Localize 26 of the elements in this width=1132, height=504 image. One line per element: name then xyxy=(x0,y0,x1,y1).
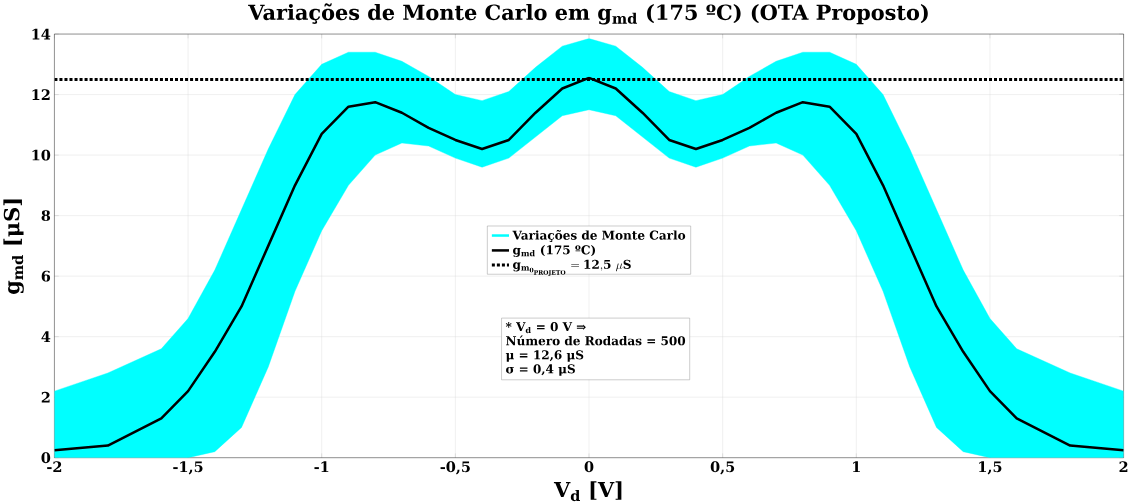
annotation: Número de Rodadas = 500 xyxy=(506,335,686,346)
y-tick-label: 2 xyxy=(41,391,50,403)
y-tick-label: 4 xyxy=(41,331,51,342)
annotation: μ = 12,6 μS xyxy=(505,350,584,362)
y-tick-label: 8 xyxy=(41,209,51,221)
legend-label: $\mathbf{g_{m_{0_{PROJETO}}} = 12{,}5}\ \mu\mathbf{S}$ xyxy=(513,259,631,276)
legend-label: Variações de Monte Carlo xyxy=(512,229,686,242)
y-axis-title: g$_{md}$ [μS] xyxy=(3,199,24,294)
annotation: σ = 0,4 μS xyxy=(506,364,575,376)
x-tick-label: 0 xyxy=(584,461,594,472)
x-tick-label: 1,5 xyxy=(979,461,1002,475)
x-tick-label: 0,5 xyxy=(710,461,735,475)
x-tick-label: -0,5 xyxy=(440,461,470,475)
chart-title: Variações de Monte Carlo em g$_{md}$ (175 ºC) (OTA Proposto) xyxy=(248,3,928,25)
y-tick-label: 12 xyxy=(32,88,50,100)
x-axis-title: V$_{d}$ [V] xyxy=(553,481,622,501)
x-tick-label: 1 xyxy=(853,461,860,472)
legend-label: g$_{md}$ (175 ºC) xyxy=(513,244,596,257)
annotation: * V$_{d}$ = 0 V ⇒ xyxy=(505,321,586,333)
y-tick-label: 6 xyxy=(41,270,51,282)
x-tick-label: -1,5 xyxy=(173,461,203,475)
y-tick-label: 10 xyxy=(32,149,51,161)
y-tick-label: 14 xyxy=(32,28,51,40)
y-tick-label: 0 xyxy=(41,452,51,463)
x-tick-label: -1 xyxy=(314,461,329,472)
x-tick-label: 2 xyxy=(1119,461,1128,472)
